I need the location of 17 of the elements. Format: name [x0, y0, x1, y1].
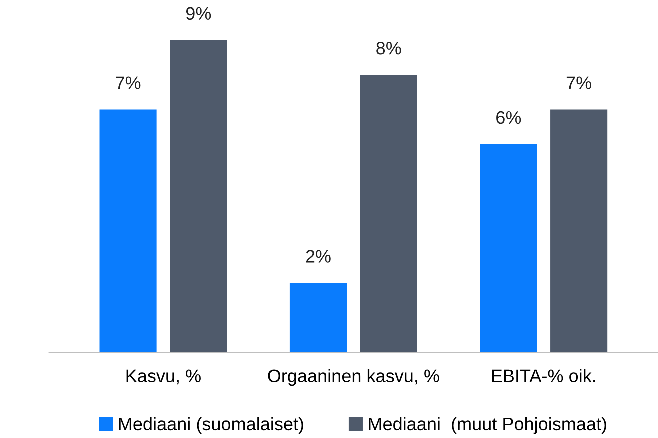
bar	[170, 40, 228, 353]
bar	[100, 110, 157, 353]
data-label: 2%	[306, 250, 331, 263]
data-label: 6%	[496, 111, 522, 124]
data-label: 7%	[116, 76, 141, 90]
x-tick-label: Orgaaninen kasvu, %	[268, 369, 440, 386]
legend-label: Mediaani (muut Pohjoismaat)	[369, 417, 606, 434]
data-label: 8%	[376, 42, 402, 55]
bar	[290, 283, 348, 353]
bar	[360, 75, 418, 353]
bar	[480, 144, 538, 353]
bar	[550, 110, 608, 353]
x-tick-label: EBITA-% oik.	[492, 369, 596, 383]
x-tick-label: Kasvu, %	[126, 370, 201, 385]
legend-label: Mediaani (suomalaiset)	[119, 417, 304, 434]
data-label: 7%	[566, 76, 592, 90]
data-label: 9%	[186, 7, 212, 20]
